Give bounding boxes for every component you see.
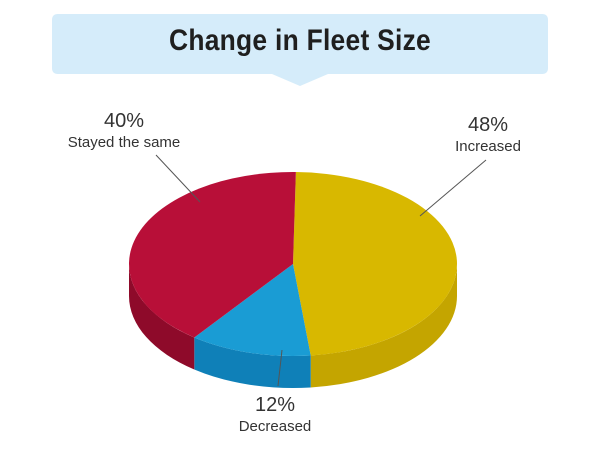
pie-sides (129, 264, 457, 388)
chart-title-banner: Change in Fleet Size (52, 14, 548, 86)
pie-tops (128, 172, 458, 356)
leader-line-increased (419, 159, 487, 217)
slice-value-stayed-the-same: 40% (104, 110, 144, 132)
slice-value-increased: 48% (468, 114, 508, 136)
pie-side-stayed-the-same (129, 264, 195, 370)
pie-slice-decreased (194, 264, 311, 356)
slice-label-decreased: Decreased (239, 418, 312, 435)
pie-side-decreased (194, 337, 311, 388)
pie-side-increased (310, 264, 457, 388)
slice-label-stayed-the-same: Stayed the same (68, 134, 181, 151)
slice-value-decreased: 12% (255, 394, 295, 416)
leader-line-decreased (277, 349, 283, 387)
leader-line-stayed-the-same (155, 154, 201, 203)
title-banner-shape (52, 14, 548, 86)
pie-slice-increased (293, 172, 458, 356)
pie-labels: 48% Increased 12% Decreased 40% Stayed the sa… (68, 110, 521, 435)
chart-title: Change in Fleet Size (168, 24, 431, 57)
pie-leaders (155, 154, 487, 387)
slice-label-increased: Increased (455, 138, 521, 155)
pie-slice-stayed-the-same (128, 172, 296, 338)
